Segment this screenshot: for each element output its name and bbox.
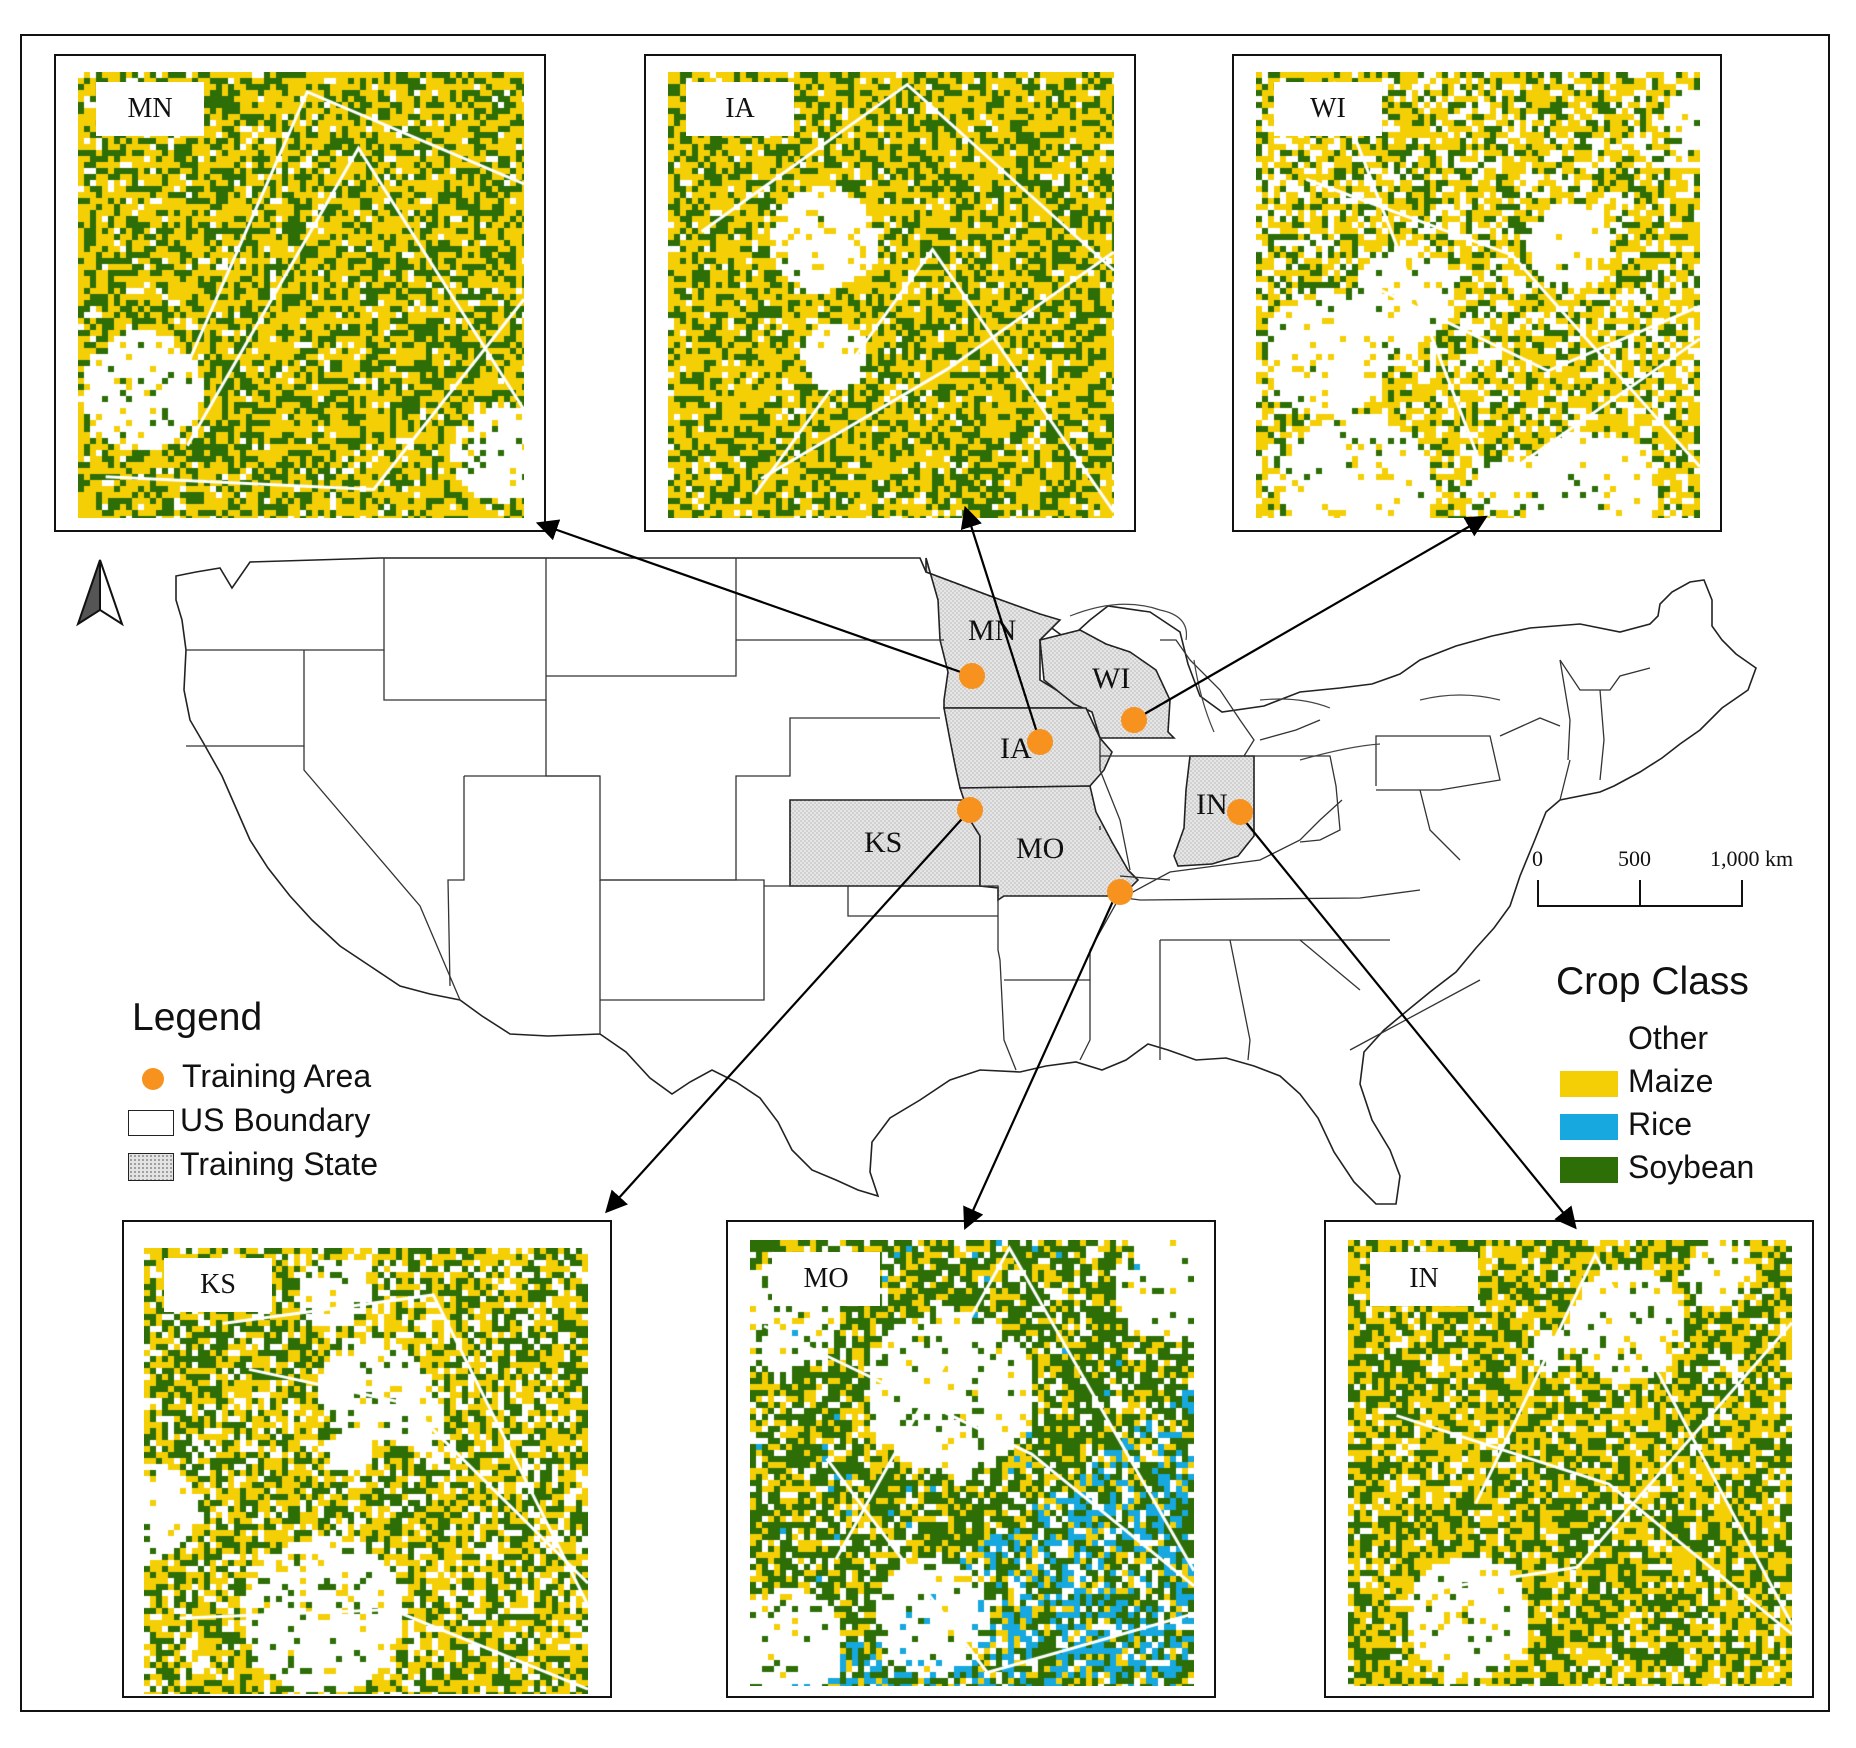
inset-ks: KS [122, 1220, 612, 1698]
us-boundary-icon [128, 1109, 174, 1136]
training-area-point-ia [1027, 729, 1053, 755]
inset-label-ia: IA [686, 82, 794, 136]
inset-mn: MN [54, 54, 546, 532]
training-state-icon [128, 1152, 174, 1181]
training-area-icon [142, 1067, 164, 1090]
inset-in: IN [1324, 1220, 1814, 1698]
crop-class-maize-swatch [1560, 1070, 1618, 1097]
training-area-point-ks [957, 797, 983, 823]
arrow-to-mo [963, 889, 1120, 1231]
crop-map-ks [144, 1248, 588, 1694]
inset-mo: MO [726, 1220, 1216, 1698]
training-area-point-mo [1107, 879, 1133, 905]
crop-class-soybean-label: Soybean [1628, 1149, 1755, 1185]
legend-training-state: Training State [128, 1146, 378, 1183]
crop-map-in [1348, 1240, 1792, 1686]
inset-label-ks: KS [164, 1258, 272, 1312]
crop-class-other-label: Other [1628, 1020, 1709, 1056]
state-label-wi: WI [1092, 662, 1130, 695]
inset-ia: IA [644, 54, 1136, 532]
scale-tick-500: 500 [1618, 846, 1651, 871]
crop-map-mo [750, 1240, 1194, 1686]
state-label-ks: KS [864, 826, 902, 859]
legend-us-boundary: US Boundary [128, 1102, 370, 1139]
state-label-ia: IA [1000, 732, 1032, 765]
crop-class-maize-label: Maize [1628, 1063, 1714, 1099]
crop-class-rice-swatch [1560, 1113, 1618, 1140]
scale-tick-0: 0 [1532, 846, 1543, 871]
crop-class-rice-label: Rice [1628, 1106, 1693, 1142]
inset-label-mo: MO [772, 1252, 880, 1306]
inset-wi: WI [1232, 54, 1722, 532]
training-state-ia [943, 707, 1113, 789]
crop-class-other-swatch [1560, 1027, 1618, 1054]
legend-training-state-label: Training State [180, 1146, 379, 1182]
training-area-point-in [1227, 799, 1253, 825]
legend-training-area: Training Area [140, 1058, 371, 1095]
inset-label-wi: WI [1274, 82, 1382, 136]
arrow-to-ks [605, 809, 971, 1214]
arrow-to-mn [535, 519, 973, 678]
state-boundaries [186, 558, 1651, 1071]
crop-class-soybean-swatch [1560, 1156, 1618, 1183]
figure-frame [20, 34, 1830, 1712]
training-area-point-mn [959, 663, 985, 689]
inset-label-mn: MN [96, 82, 204, 136]
training-area-point-wi [1121, 707, 1147, 733]
arrow-to-wi [1133, 515, 1488, 721]
crop-class-title: Crop Class [1556, 960, 1749, 1003]
state-label-in: IN [1196, 788, 1228, 821]
state-label-mo: MO [1016, 832, 1064, 865]
inset-label-in: IN [1370, 1252, 1478, 1306]
crop-map-wi [1256, 72, 1700, 518]
legend-training-area-label: Training Area [182, 1058, 372, 1094]
connector-arrows [535, 505, 1577, 1231]
great-lakes [1069, 603, 1501, 761]
north-arrow-icon [76, 559, 124, 627]
scale-bar: 0 500 1,000 km [1532, 846, 1793, 907]
crop-class-other: Other [1560, 1020, 1708, 1057]
crop-class-maize: Maize [1560, 1063, 1713, 1100]
crop-class-soybean: Soybean [1560, 1149, 1754, 1186]
arrow-to-in [1235, 809, 1577, 1230]
crop-map-ia [668, 72, 1114, 518]
training-area-points [957, 663, 1253, 905]
legend-title: Legend [132, 996, 263, 1039]
arrow-to-ia [960, 505, 1042, 743]
crop-map-mn [78, 72, 524, 518]
scale-tick-1000: 1,000 km [1710, 846, 1793, 871]
crop-class-rice: Rice [1560, 1106, 1692, 1143]
legend-us-boundary-label: US Boundary [180, 1102, 371, 1138]
